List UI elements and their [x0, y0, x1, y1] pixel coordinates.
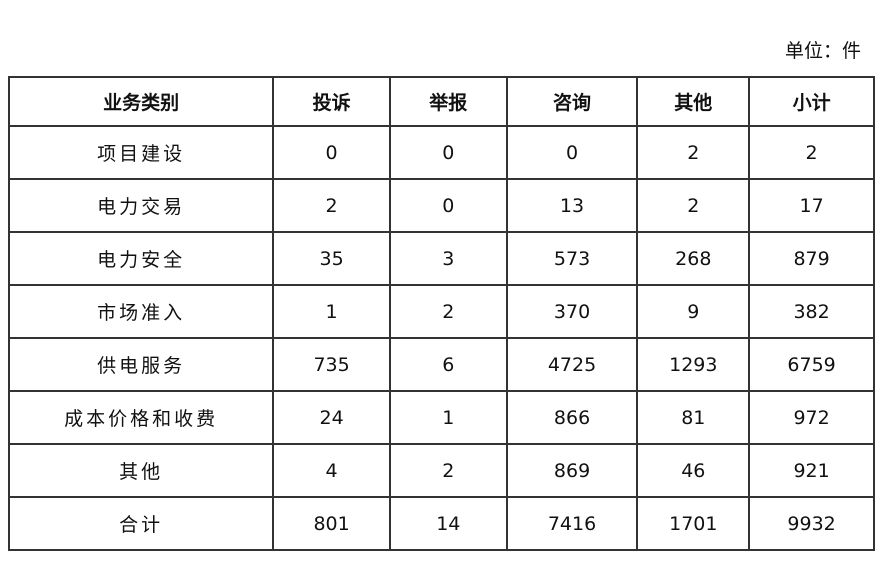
value-cell: 7416: [505, 496, 639, 551]
category-cell: 电力交易: [7, 178, 275, 233]
value-cell: 1: [272, 284, 391, 339]
header-row: 业务类别 投诉 举报 咨询 其他 小计: [7, 76, 875, 127]
column-header: 举报: [388, 76, 508, 127]
value-cell: 9: [636, 284, 751, 339]
value-cell: 1293: [636, 337, 751, 392]
value-cell: 13: [505, 178, 639, 233]
value-cell: 801: [272, 496, 391, 551]
value-cell: 0: [388, 125, 508, 180]
category-cell: 其他: [7, 443, 275, 498]
value-cell: 3: [388, 231, 508, 286]
value-cell: 14: [388, 496, 508, 551]
value-cell: 0: [272, 125, 391, 180]
value-cell: 879: [748, 231, 875, 286]
value-cell: 268: [636, 231, 751, 286]
category-cell: 供电服务: [7, 337, 275, 392]
complaints-table: 业务类别 投诉 举报 咨询 其他 小计 项目建设 0 0 0 2 2 电力交易 2 0 13 2 17 电力安全 3…: [7, 76, 875, 551]
value-cell: 2: [636, 125, 751, 180]
category-cell: 市场准入: [7, 284, 275, 339]
value-cell: 2: [388, 443, 508, 498]
value-cell: 2: [272, 178, 391, 233]
value-cell: 17: [748, 178, 875, 233]
table-row: 市场准入 1 2 370 9 382: [7, 284, 875, 339]
value-cell: 4: [272, 443, 391, 498]
value-cell: 2: [388, 284, 508, 339]
category-cell: 合计: [7, 496, 275, 551]
value-cell: 1: [388, 390, 508, 445]
column-header: 投诉: [272, 76, 391, 127]
value-cell: 24: [272, 390, 391, 445]
unit-label: 单位：件: [784, 40, 861, 62]
column-header: 小计: [748, 76, 875, 127]
value-cell: 1701: [636, 496, 751, 551]
table-row: 其他 4 2 869 46 921: [7, 443, 875, 498]
column-header: 业务类别: [7, 76, 275, 127]
table-row: 成本价格和收费 24 1 866 81 972: [7, 390, 875, 445]
value-cell: 0: [505, 125, 639, 180]
value-cell: 866: [505, 390, 639, 445]
column-header: 其他: [636, 76, 751, 127]
column-header: 咨询: [505, 76, 639, 127]
value-cell: 0: [388, 178, 508, 233]
category-cell: 项目建设: [7, 125, 275, 180]
table-row: 供电服务 735 6 4725 1293 6759: [7, 337, 875, 392]
category-cell: 成本价格和收费: [7, 390, 275, 445]
value-cell: 921: [748, 443, 875, 498]
value-cell: 382: [748, 284, 875, 339]
value-cell: 573: [505, 231, 639, 286]
value-cell: 2: [636, 178, 751, 233]
table-row: 合计 801 14 7416 1701 9932: [7, 496, 875, 551]
value-cell: 46: [636, 443, 751, 498]
table-row: 电力安全 35 3 573 268 879: [7, 231, 875, 286]
value-cell: 81: [636, 390, 751, 445]
value-cell: 735: [272, 337, 391, 392]
value-cell: 6759: [748, 337, 875, 392]
value-cell: 869: [505, 443, 639, 498]
category-cell: 电力安全: [7, 231, 275, 286]
table-row: 项目建设 0 0 0 2 2: [7, 125, 875, 180]
value-cell: 370: [505, 284, 639, 339]
table-row: 电力交易 2 0 13 2 17: [7, 178, 875, 233]
value-cell: 9932: [748, 496, 875, 551]
value-cell: 35: [272, 231, 391, 286]
value-cell: 972: [748, 390, 875, 445]
value-cell: 2: [748, 125, 875, 180]
value-cell: 4725: [505, 337, 639, 392]
value-cell: 6: [388, 337, 508, 392]
